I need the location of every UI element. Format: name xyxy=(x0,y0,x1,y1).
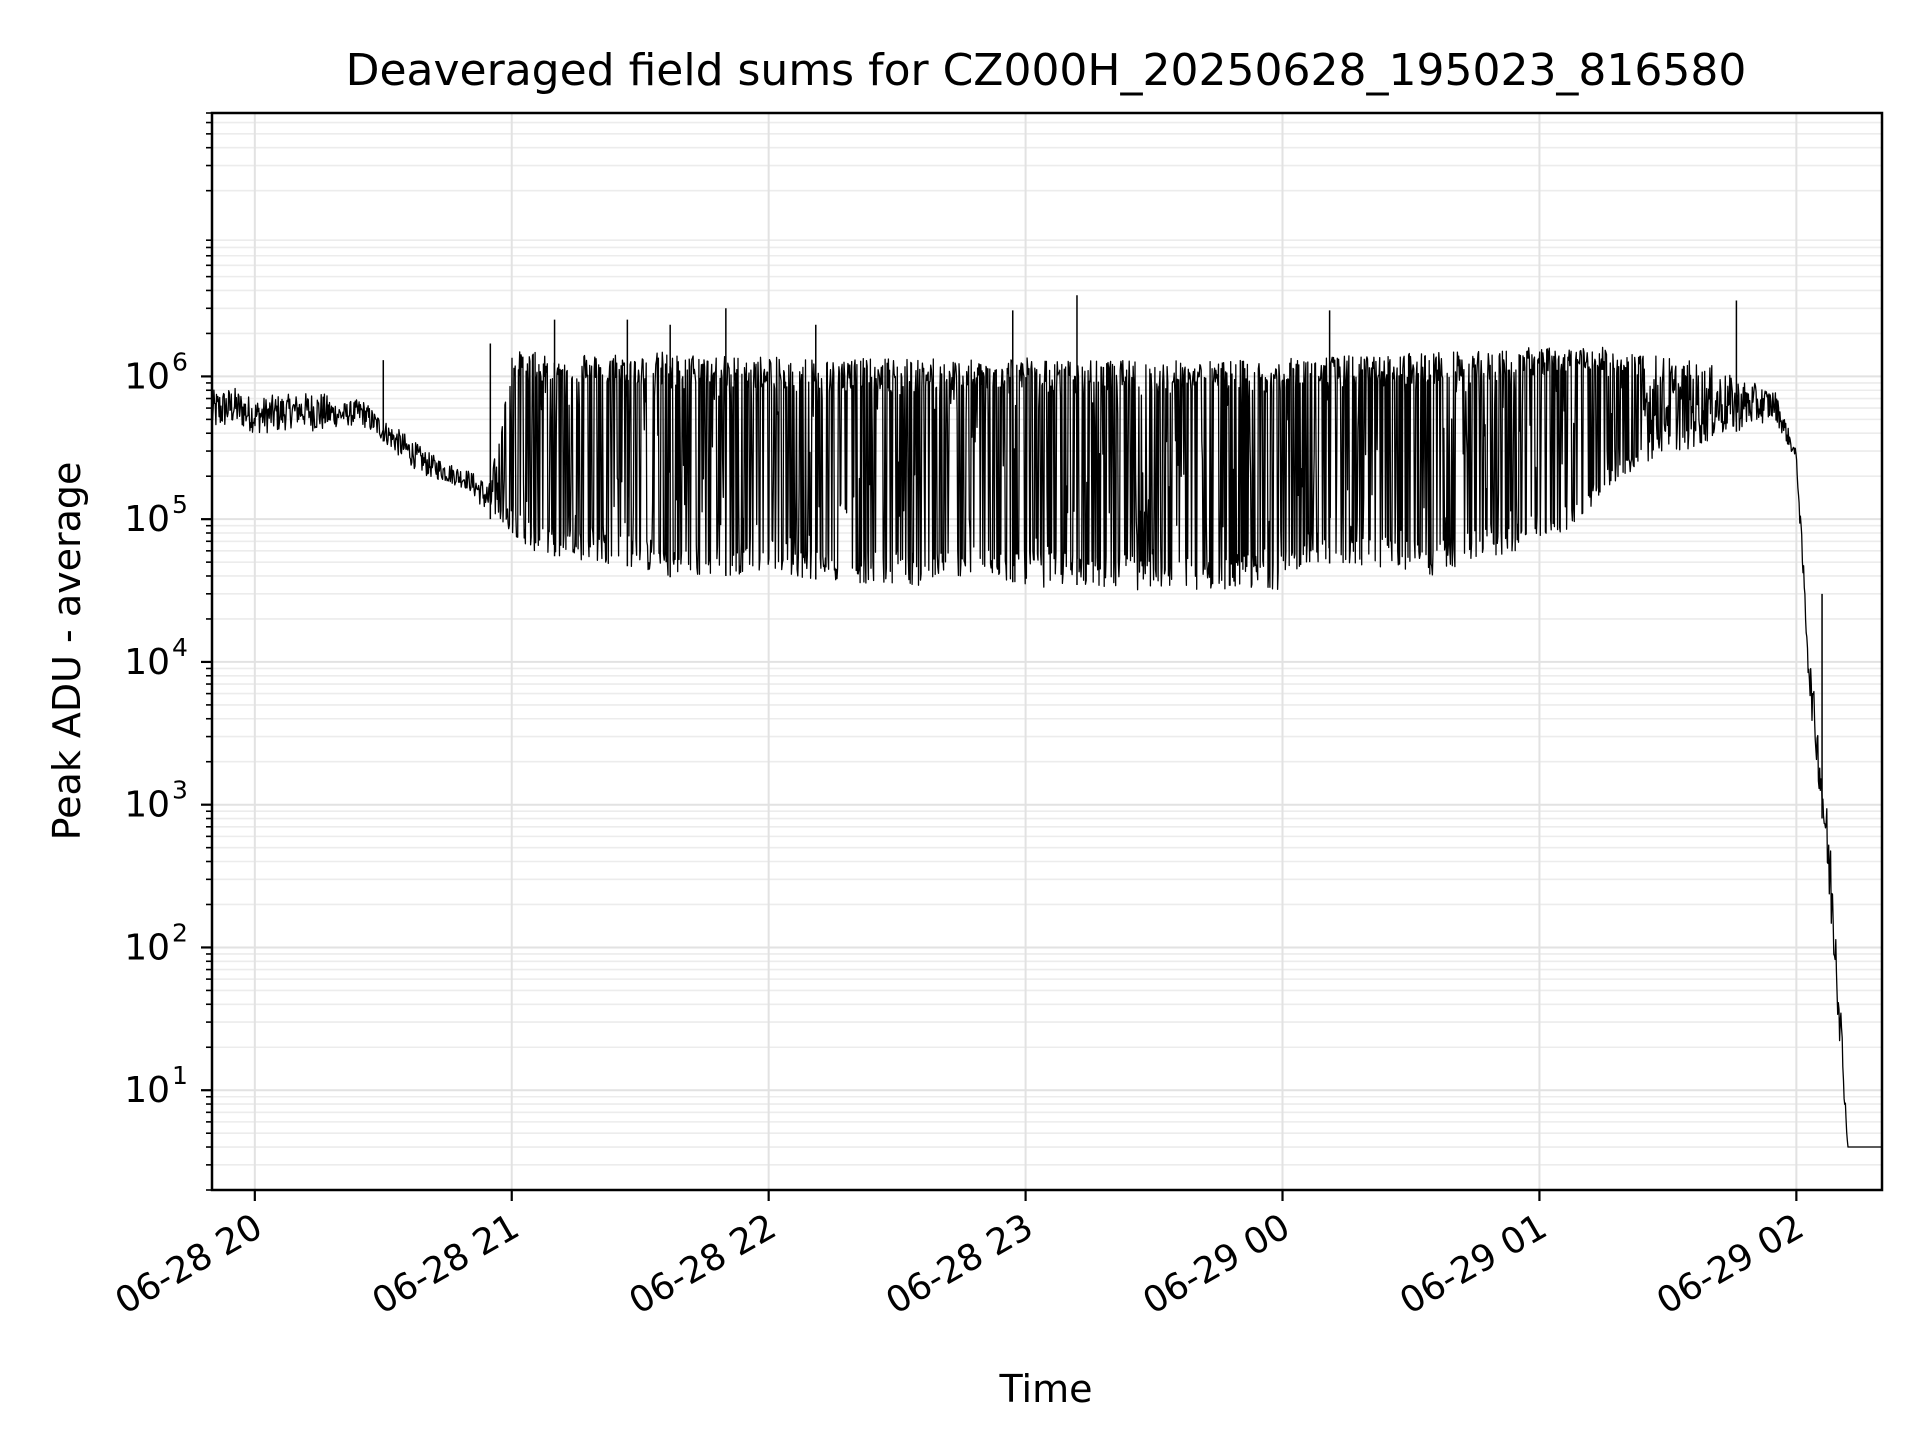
y-tick-exponent: 4 xyxy=(172,633,188,662)
y-tick-label: 10 xyxy=(124,356,170,397)
plot-area xyxy=(211,295,1883,1148)
y-tick-exponent: 5 xyxy=(172,490,188,519)
grid xyxy=(212,112,1882,1191)
y-tick-label: 10 xyxy=(124,927,170,968)
y-tick-label: 10 xyxy=(124,642,170,683)
y-axis-label: Peak ADU - average xyxy=(45,462,89,841)
y-tick-label: 10 xyxy=(124,1070,170,1111)
plot-frame xyxy=(210,111,1884,1192)
y-tick-label: 10 xyxy=(124,499,170,540)
y-tick-exponent: 1 xyxy=(172,1061,188,1090)
chart-title: Deaveraged field sums for CZ000H_2025062… xyxy=(346,45,1747,96)
y-tick-label: 10 xyxy=(124,785,170,826)
x-axis-label: Time xyxy=(999,1367,1093,1411)
y-tick-exponent: 3 xyxy=(172,776,188,805)
y-tick-exponent: 6 xyxy=(172,347,188,376)
y-tick-exponent: 2 xyxy=(172,918,188,947)
